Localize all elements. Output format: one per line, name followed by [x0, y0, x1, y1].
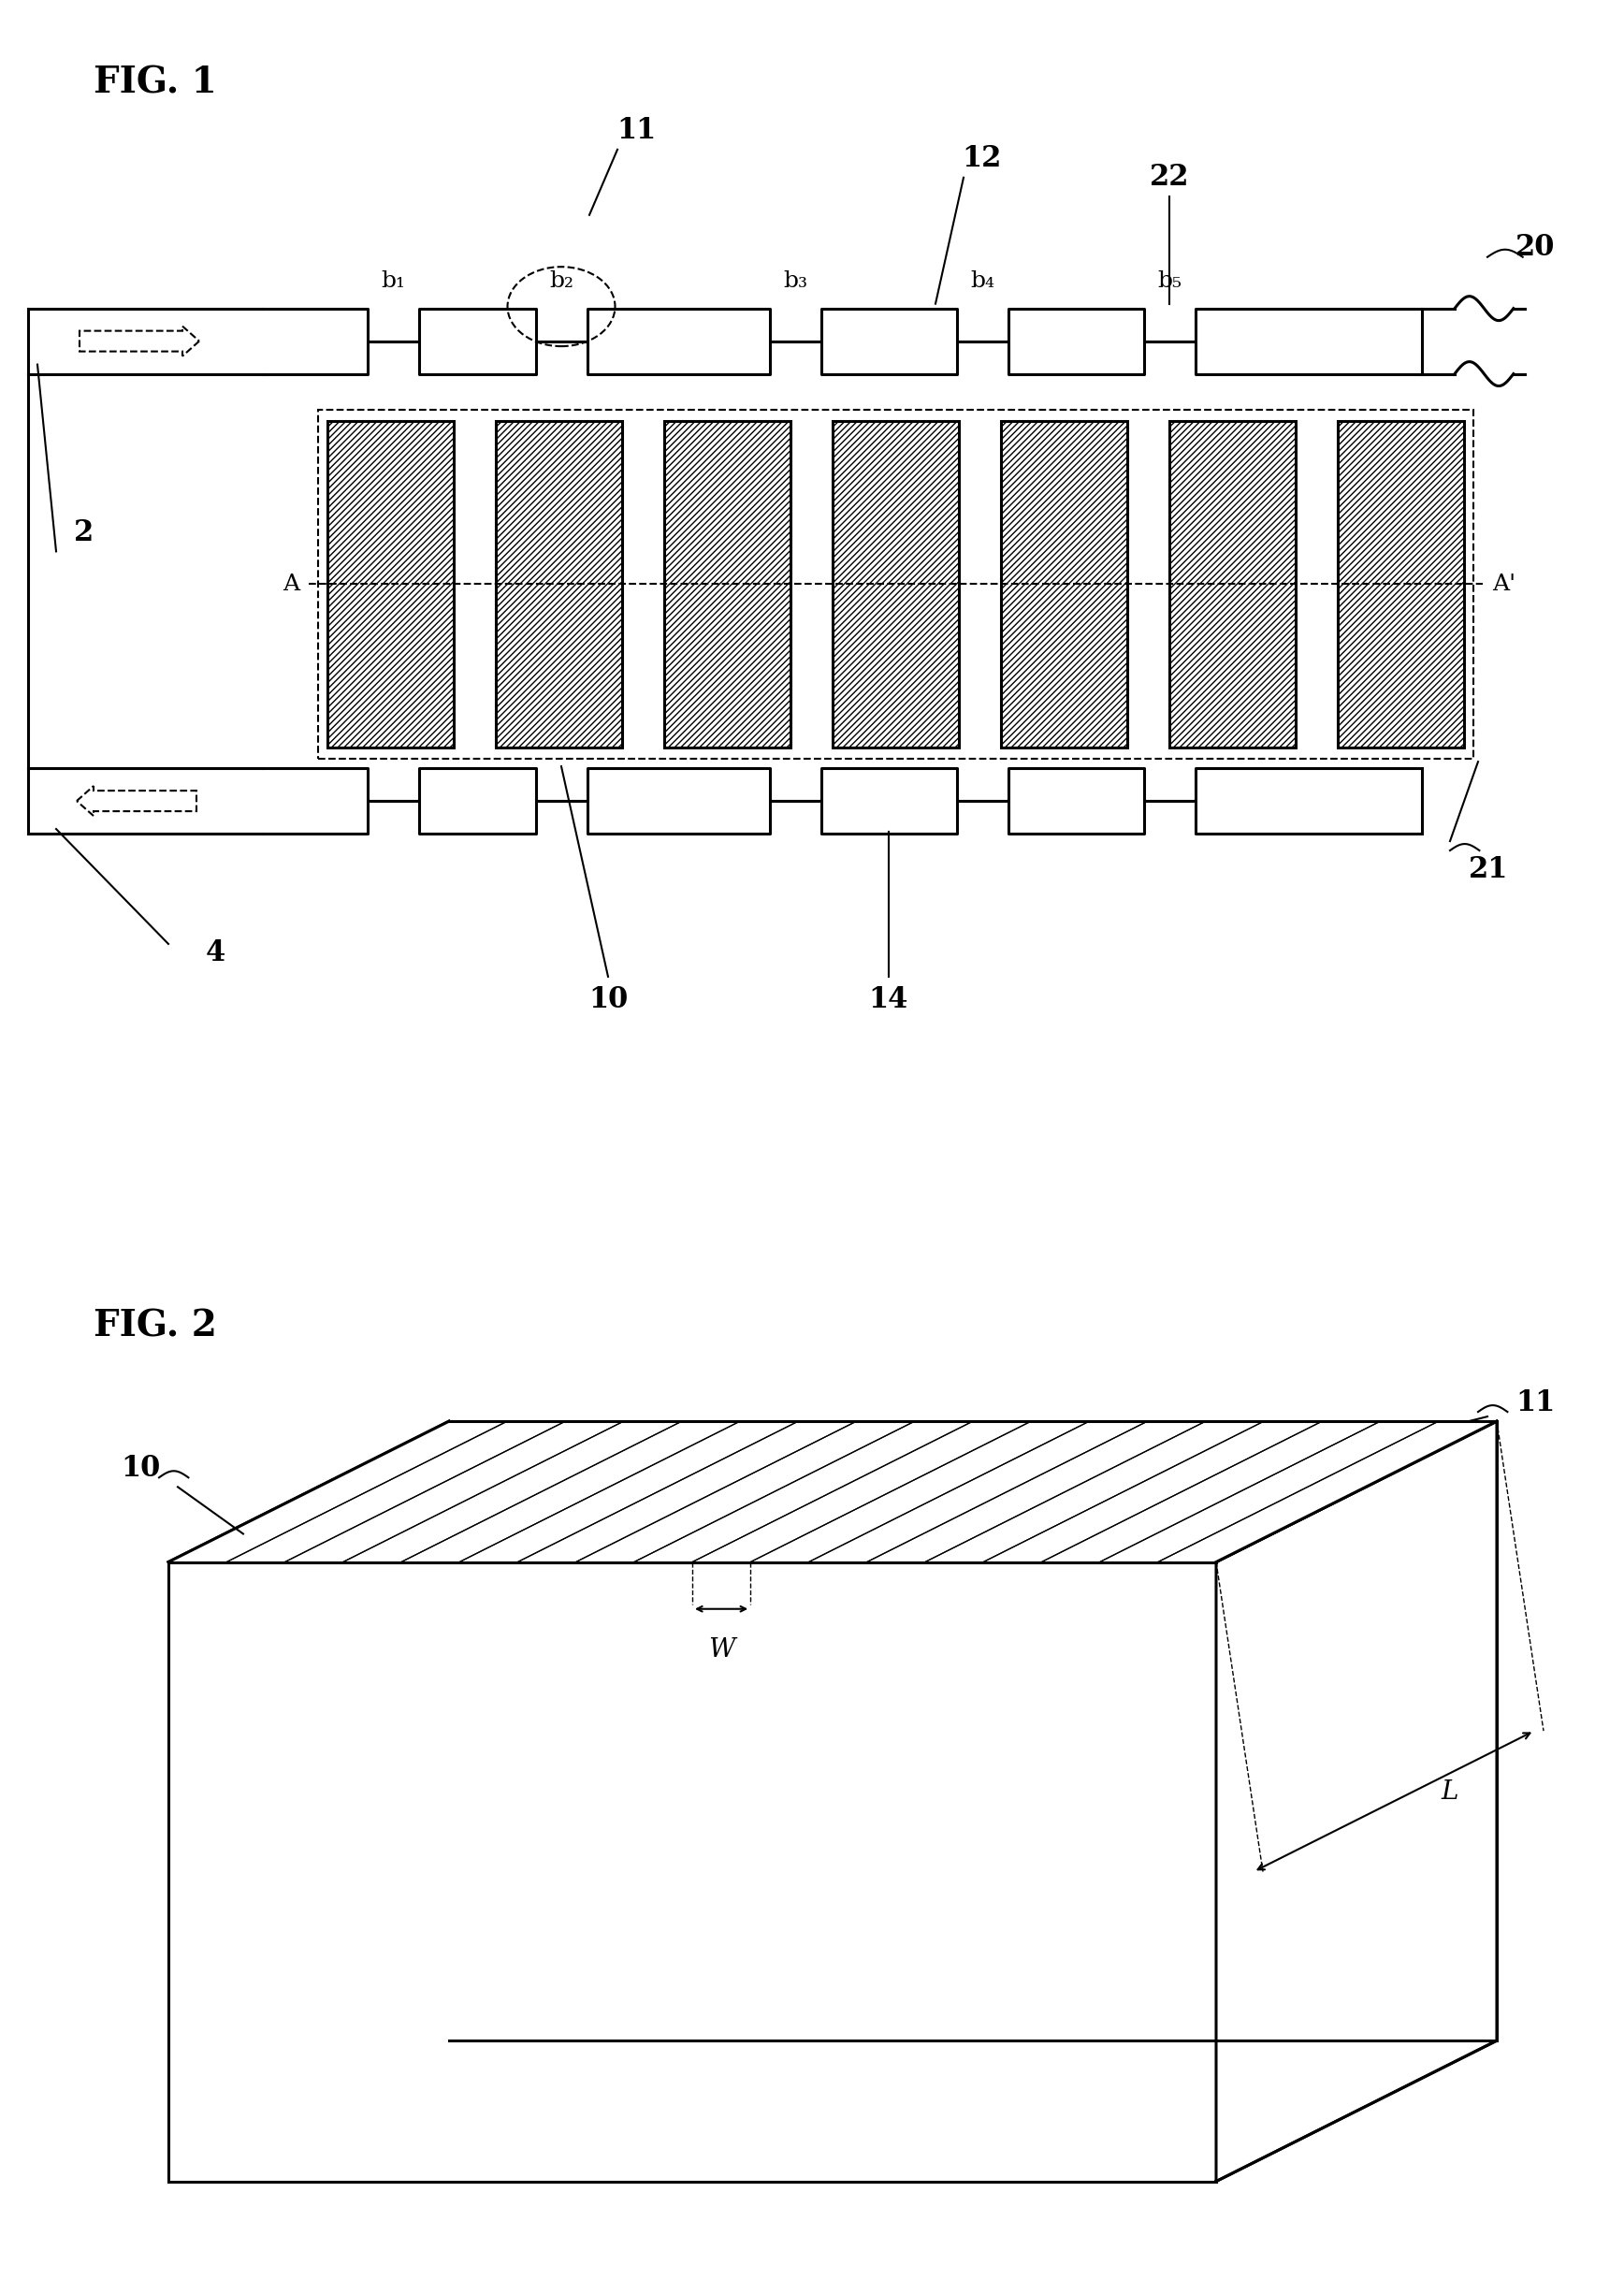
- Text: 11: 11: [617, 117, 656, 145]
- Bar: [1000, 420, 1127, 748]
- Bar: [328, 420, 453, 748]
- Text: 4: 4: [205, 938, 226, 968]
- Bar: [1169, 420, 1296, 748]
- Text: 21: 21: [1468, 856, 1509, 883]
- Text: 10: 10: [588, 986, 628, 1014]
- Text: 12: 12: [963, 145, 1002, 174]
- Text: 2: 2: [75, 518, 94, 548]
- Text: 10: 10: [120, 1454, 161, 1482]
- Bar: [833, 420, 958, 748]
- Text: 11: 11: [1515, 1388, 1556, 1418]
- Text: b₄: b₄: [970, 271, 994, 291]
- Bar: [664, 420, 791, 748]
- Bar: [1338, 420, 1463, 748]
- Text: A: A: [283, 574, 299, 594]
- Text: b₂: b₂: [549, 271, 573, 291]
- Bar: [495, 420, 622, 748]
- Text: 20: 20: [1515, 234, 1556, 262]
- Text: FIG. 2: FIG. 2: [94, 1308, 218, 1344]
- Bar: [318, 408, 1473, 759]
- Text: b₃: b₃: [783, 271, 807, 291]
- Text: 22: 22: [1150, 163, 1189, 193]
- Text: b₅: b₅: [1158, 271, 1182, 291]
- Polygon shape: [1216, 1422, 1497, 2182]
- Text: 14: 14: [869, 986, 908, 1014]
- Polygon shape: [169, 1422, 1497, 1562]
- Text: W: W: [708, 1638, 734, 1663]
- Text: A': A': [1492, 574, 1515, 594]
- Text: L: L: [1440, 1780, 1458, 1805]
- Text: b₁: b₁: [380, 271, 404, 291]
- Text: FIG. 1: FIG. 1: [94, 67, 216, 101]
